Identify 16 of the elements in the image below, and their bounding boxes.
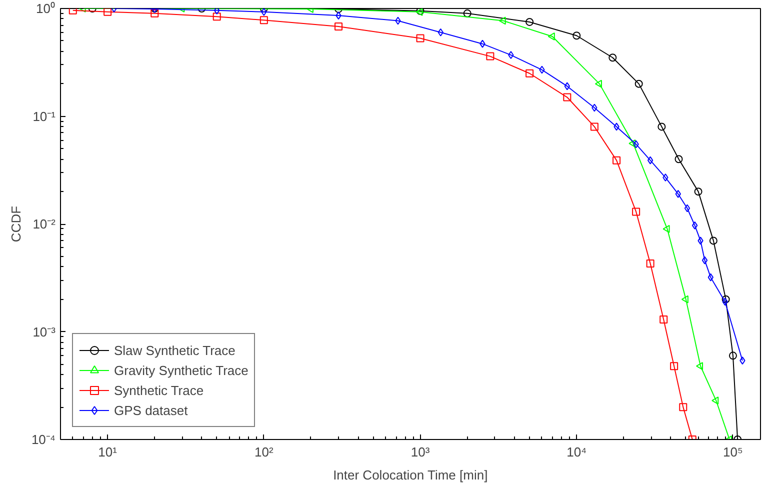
legend-label: Slaw Synthetic Trace — [114, 342, 236, 358]
y-tick-label: 10⁻¹ — [32, 108, 56, 124]
x-tick-label: 10⁴ — [566, 444, 587, 460]
x-tick-label: 10¹ — [98, 444, 118, 460]
legend-label: GPS dataset — [114, 402, 188, 418]
x-tick-label: 10⁵ — [723, 444, 743, 460]
x-tick-label: 10³ — [410, 444, 430, 460]
y-tick-label: 10⁻³ — [32, 324, 56, 340]
legend-label: Gravity Synthetic Trace — [114, 362, 248, 378]
y-tick-label: 10⁰ — [36, 1, 56, 16]
y-tick-label: 10⁻⁴ — [31, 432, 56, 447]
x-axis-title: Inter Colocation Time [min] — [333, 468, 488, 482]
legend-label: Synthetic Trace — [114, 382, 204, 398]
x-tick-label: 10² — [254, 444, 274, 460]
y-tick-label: 10⁻² — [32, 216, 56, 232]
y-axis-title: CCDF — [8, 206, 24, 242]
